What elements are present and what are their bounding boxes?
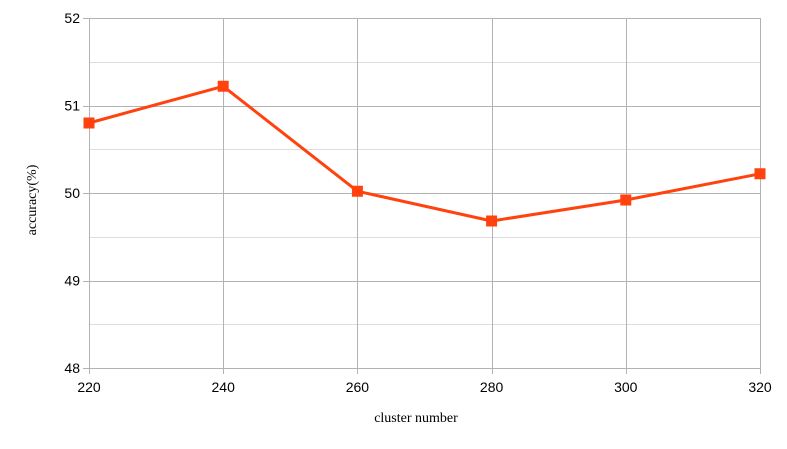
y-tick-label: 51: [64, 98, 80, 114]
series-group: [83, 80, 766, 227]
data-point-marker: [754, 168, 766, 180]
x-tick-label: 260: [346, 379, 370, 395]
data-point-marker: [486, 215, 498, 227]
axes: [89, 18, 761, 369]
plot-frame: [89, 18, 761, 369]
y-tick-label: 50: [64, 185, 80, 201]
x-tick-label: 300: [614, 379, 638, 395]
tick-labels: 48 49 50 51 52 220 240 260 280 300 320: [64, 10, 771, 395]
grid: [83, 18, 761, 374]
data-point-marker: [620, 194, 632, 206]
x-tick-label: 280: [480, 379, 504, 395]
series-line: [88, 84, 761, 223]
data-point-marker: [83, 117, 95, 129]
x-tick-label: 240: [212, 379, 236, 395]
x-tick-label: 320: [748, 379, 772, 395]
x-axis-label: cluster number: [374, 411, 458, 426]
y-tick-label: 48: [64, 360, 80, 376]
x-tick-label: 220: [77, 379, 101, 395]
data-point-marker: [351, 185, 363, 197]
y-axis-label: accuracy(%): [25, 164, 40, 235]
y-tick-label: 49: [64, 273, 80, 289]
y-tick-label: 52: [64, 10, 80, 26]
data-point-marker: [217, 80, 229, 92]
